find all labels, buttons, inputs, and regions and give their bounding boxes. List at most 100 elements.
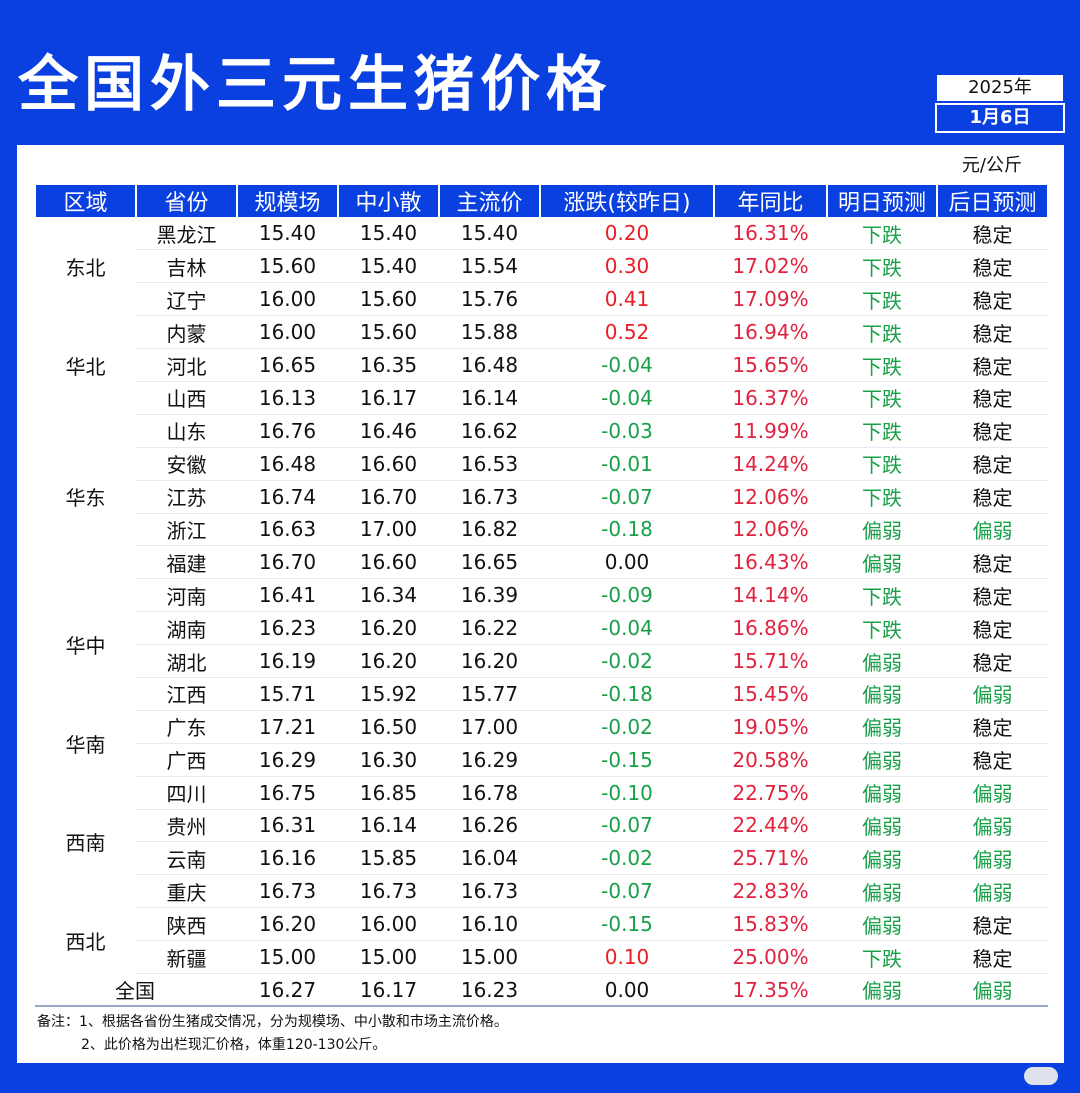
day-after-forecast: 稳定 <box>937 315 1048 350</box>
change-value: -0.04 <box>540 611 714 646</box>
total-label: 全国 <box>35 973 237 1008</box>
yoy-value: 22.44% <box>714 809 827 843</box>
small-farm-price: 16.70 <box>338 480 439 514</box>
notes: 备注：1、根据各省份生猪成交情况，分为规模场、中小散和市场主流价格。 2、此价格… <box>37 1011 508 1057</box>
tomorrow-forecast: 下跌 <box>827 480 937 514</box>
change-value: -0.07 <box>540 874 714 909</box>
change-value: -0.04 <box>540 381 714 415</box>
large-farm-price: 16.00 <box>237 282 338 317</box>
total-yoy: 17.35% <box>714 973 827 1008</box>
main-price: 15.00 <box>439 940 540 974</box>
province-cell: 山东 <box>136 414 237 448</box>
region-cell: 西南 <box>65 831 106 856</box>
province-cell: 湖北 <box>136 644 237 678</box>
large-farm-price: 16.13 <box>237 381 338 415</box>
large-farm-price: 16.76 <box>237 414 338 448</box>
small-farm-price: 16.34 <box>338 578 439 613</box>
change-value: -0.15 <box>540 743 714 777</box>
change-value: 0.00 <box>540 545 714 580</box>
region-cell: 华北 <box>65 354 106 379</box>
main-price: 15.54 <box>439 249 540 284</box>
table-row: 贵州 16.31 16.14 16.26 -0.07 22.44% 偏弱 偏弱 <box>35 809 1048 843</box>
header-change: 涨跌(较昨日) <box>539 185 715 217</box>
day-after-forecast: 偏弱 <box>937 874 1048 909</box>
date-day: 1月6日 <box>935 103 1065 133</box>
table-row: 安徽 16.48 16.60 16.53 -0.01 14.24% 下跌 稳定 <box>35 447 1048 481</box>
main-price: 16.29 <box>439 743 540 777</box>
price-panel: 元/公斤 区域 省份 规模场 中小散 主流价 涨跌(较昨日) 年同比 明日预测 … <box>17 145 1064 1063</box>
main-price: 16.04 <box>439 841 540 876</box>
change-value: -0.10 <box>540 776 714 810</box>
tomorrow-forecast: 下跌 <box>827 217 937 251</box>
table-row: 湖北 16.19 16.20 16.20 -0.02 15.71% 偏弱 稳定 <box>35 644 1048 678</box>
large-farm-price: 16.41 <box>237 578 338 613</box>
table-row: 吉林 15.60 15.40 15.54 0.30 17.02% 下跌 稳定 <box>35 249 1048 284</box>
day-after-forecast: 稳定 <box>937 710 1048 744</box>
large-farm-price: 16.29 <box>237 743 338 777</box>
yoy-value: 16.37% <box>714 381 827 415</box>
large-farm-price: 16.73 <box>237 874 338 909</box>
tomorrow-forecast: 下跌 <box>827 611 937 646</box>
main-price: 15.40 <box>439 217 540 251</box>
change-value: 0.41 <box>540 282 714 317</box>
tomorrow-forecast: 下跌 <box>827 348 937 382</box>
yoy-value: 14.24% <box>714 447 827 481</box>
main-price: 16.22 <box>439 611 540 646</box>
small-farm-price: 15.85 <box>338 841 439 876</box>
large-farm-price: 16.74 <box>237 480 338 514</box>
large-farm-price: 16.48 <box>237 447 338 481</box>
change-value: -0.15 <box>540 907 714 942</box>
header-day-after: 后日预测 <box>936 185 1049 217</box>
province-cell: 安徽 <box>136 447 237 481</box>
table-row: 江西 15.71 15.92 15.77 -0.18 15.45% 偏弱 偏弱 <box>35 677 1048 711</box>
province-cell: 江西 <box>136 677 237 711</box>
tomorrow-forecast: 偏弱 <box>827 743 937 777</box>
table-row: 重庆 16.73 16.73 16.73 -0.07 22.83% 偏弱 偏弱 <box>35 874 1048 909</box>
table-row: 华北 内蒙 16.00 15.60 15.88 0.52 16.94% 下跌 稳定 <box>35 315 1048 379</box>
day-after-forecast: 稳定 <box>937 611 1048 646</box>
change-value: 0.30 <box>540 249 714 284</box>
day-after-forecast: 稳定 <box>937 348 1048 382</box>
day-after-forecast: 稳定 <box>937 480 1048 514</box>
change-value: -0.04 <box>540 348 714 382</box>
change-value: -0.03 <box>540 414 714 448</box>
change-value: -0.07 <box>540 809 714 843</box>
change-value: -0.02 <box>540 710 714 744</box>
main-price: 17.00 <box>439 710 540 744</box>
yoy-value: 25.00% <box>714 940 827 974</box>
change-value: 0.20 <box>540 217 714 251</box>
yoy-value: 14.14% <box>714 578 827 613</box>
province-cell: 江苏 <box>136 480 237 514</box>
tomorrow-forecast: 下跌 <box>827 282 937 317</box>
date-year: 2025年 <box>935 73 1065 103</box>
watermark-badge <box>1024 1067 1058 1085</box>
change-value: -0.07 <box>540 480 714 514</box>
yoy-value: 12.06% <box>714 480 827 514</box>
small-farm-price: 15.40 <box>338 217 439 251</box>
table-row: 湖南 16.23 16.20 16.22 -0.04 16.86% 下跌 稳定 <box>35 611 1048 646</box>
table-row: 广西 16.29 16.30 16.29 -0.15 20.58% 偏弱 稳定 <box>35 743 1048 777</box>
tomorrow-forecast: 偏弱 <box>827 513 937 547</box>
header-province: 省份 <box>135 185 238 217</box>
main-price: 16.73 <box>439 480 540 514</box>
day-after-forecast: 稳定 <box>937 644 1048 678</box>
province-cell: 河北 <box>136 348 237 382</box>
header-main-price: 主流价 <box>438 185 541 217</box>
small-farm-price: 17.00 <box>338 513 439 547</box>
table-row: 华南 广东 17.21 16.50 17.00 -0.02 19.05% 偏弱 稳定 <box>35 710 1048 757</box>
yoy-value: 25.71% <box>714 841 827 876</box>
yoy-value: 15.65% <box>714 348 827 382</box>
tomorrow-forecast: 偏弱 <box>827 710 937 744</box>
yoy-value: 16.94% <box>714 315 827 350</box>
province-cell: 山西 <box>136 381 237 415</box>
main-price: 16.53 <box>439 447 540 481</box>
table-row: 西南 四川 16.75 16.85 16.78 -0.10 22.75% 偏弱 偏弱 <box>35 776 1048 855</box>
small-farm-price: 16.00 <box>338 907 439 942</box>
large-farm-price: 16.65 <box>237 348 338 382</box>
total-tomorrow-forecast: 偏弱 <box>827 973 937 1008</box>
large-farm-price: 16.31 <box>237 809 338 843</box>
day-after-forecast: 稳定 <box>937 907 1048 942</box>
main-price: 16.62 <box>439 414 540 448</box>
tomorrow-forecast: 偏弱 <box>827 874 937 909</box>
main-price: 16.26 <box>439 809 540 843</box>
